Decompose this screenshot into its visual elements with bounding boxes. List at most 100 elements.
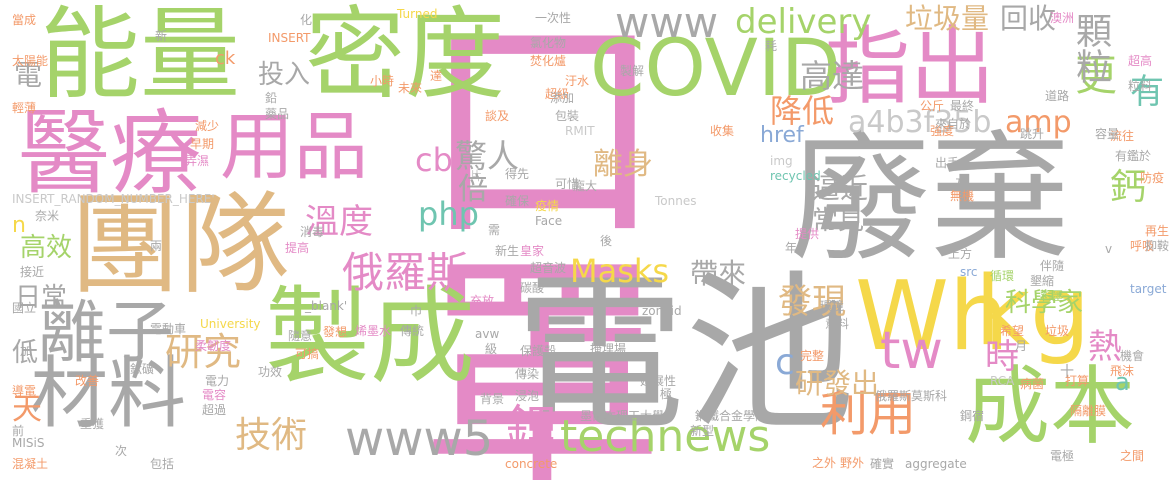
word-times-2: 倍 (458, 172, 488, 207)
word-www: www (615, 0, 719, 47)
word-term-83: 出手 (935, 156, 960, 170)
word-efficient: 高效 (20, 233, 73, 263)
word-term-20: 保護殼 (520, 344, 557, 358)
word-term-40: 環境 (820, 299, 845, 313)
word-term-57: 弄濕 (185, 154, 210, 168)
word-term-27: 混凝土 (12, 457, 49, 471)
word-research: 研究 (165, 330, 242, 374)
word-term-120: 後 (600, 234, 613, 248)
word-term-72: 鈦礦 (130, 362, 155, 376)
word-term-59: 接近 (20, 265, 45, 279)
word-term-99: 消毒 (300, 225, 325, 239)
word-term-93: 談及 (485, 109, 510, 123)
word-when: 時 (985, 337, 1019, 377)
word-term-43: 循環 (990, 269, 1015, 283)
word-term-29: 之間 (1120, 449, 1145, 463)
word-term-88: 提供 (795, 227, 820, 241)
word-img: img (770, 154, 793, 168)
word-term-65: 電容 (202, 388, 227, 402)
word-term-15: 新生 (495, 244, 520, 258)
word-recycled: recycled (770, 169, 821, 183)
word-covid: COVID (590, 24, 841, 114)
word-term-92: 可惜 (555, 177, 580, 191)
word-term-44: 再生 (1145, 224, 1170, 238)
word-term-18: 皇家 (520, 244, 545, 258)
word-term-32: 鋼宿 (960, 409, 985, 423)
word-term-50: 容量 (1095, 127, 1120, 141)
word-day: 天 (12, 392, 42, 427)
word-term-55: 減少 (195, 119, 220, 133)
word-term-116: 十 (1060, 364, 1074, 380)
word-term-67: 柔韌度 (195, 339, 232, 353)
word-term-97: 達 (430, 69, 443, 83)
word-term-101: 無機 (950, 189, 975, 203)
word-wh: Wh (855, 262, 1010, 372)
word-term-3: 粒料 (1128, 79, 1153, 93)
word-term-104: 垃圾 (1045, 324, 1070, 338)
word-zoneid: zoneid (642, 304, 682, 318)
word-term-80: 充放 (470, 294, 495, 308)
word-masks: Masks (570, 252, 670, 290)
word-tonnes: Tonnes (655, 194, 697, 208)
word-term-31: 俄羅斯莫斯科 (875, 389, 948, 403)
word-ion: 離子 (38, 294, 175, 373)
word-term-91: 龐大 (573, 179, 598, 193)
word-scientists: 科學家 (1005, 288, 1084, 318)
word-term-60: 國立 (12, 301, 37, 315)
word-term-41: 石墨 (1040, 289, 1065, 303)
word-recycle: 回收 (1000, 2, 1057, 35)
word-www5: www5 (345, 411, 494, 467)
word-battery: 電池 (515, 256, 856, 454)
word-term-54: 藥品 (265, 107, 290, 121)
word-medical: 醫療 (18, 100, 203, 207)
word-term-102: 伴隨 (1040, 259, 1065, 273)
word-src: src (960, 265, 978, 279)
word-term-30: 確實 (870, 457, 895, 471)
word-term-78: 烯墨水 (355, 324, 392, 338)
word-term-47: 防疫 (1140, 171, 1165, 185)
word-term-90: 確保 (505, 194, 530, 208)
word-team: 團隊 (70, 181, 290, 309)
word-bring: 帶來 (690, 257, 747, 290)
word-term-105: 野外 (840, 456, 865, 470)
word-tw: tw (880, 321, 943, 381)
word-href: href (760, 123, 804, 148)
word-term-81: 背景 (480, 392, 505, 406)
word-term-56: 早期 (190, 137, 215, 151)
word-amazing: 驚人 (455, 137, 520, 175)
word-term-77: 發想 (323, 325, 348, 339)
word-a4b3f35b: a4b3f35b (848, 105, 992, 140)
word-turned: Turned (397, 7, 438, 21)
word-php: php (418, 195, 479, 233)
word-term-89: 得先 (505, 167, 530, 181)
word-heat: 熱 (1088, 327, 1122, 367)
word-v: v (1105, 242, 1113, 256)
word-term-4: 澳洲 (1050, 11, 1075, 25)
word-term-13: 包裝 (555, 109, 580, 123)
word-term-42: 希望 (1000, 324, 1025, 338)
word-term-107: 年 (785, 241, 798, 255)
word-insert: INSERT (268, 31, 311, 45)
word-term-53: 輕薄 (12, 101, 37, 115)
word-electric: 電 (10, 60, 43, 88)
word-term-12: 超級 (545, 87, 570, 101)
word-term-70: 包括 (150, 457, 175, 471)
word-term-110: 月 (1015, 339, 1028, 353)
word-term-86: 最終 (950, 99, 975, 113)
word-term-51: 跳升 (1020, 127, 1045, 141)
word-term-106: 之外 (812, 456, 837, 470)
word-density: 密度 (305, 0, 505, 113)
word-term-14: 收集 (710, 124, 735, 138)
word-term-16: 疫情 (535, 199, 560, 213)
word-daily: 日常 (15, 283, 68, 313)
word-term-112: 級 (485, 342, 498, 356)
word-term-2: 超高 (1128, 54, 1153, 68)
word-term-28: 電極 (1050, 449, 1075, 463)
word-term-115: 互 (955, 177, 968, 191)
word-term-37: 病菌 (1020, 377, 1045, 391)
word-target: target (1130, 282, 1167, 296)
word-term-25: 鋼鐵合金學院 (695, 409, 768, 423)
word-waste: 廢棄 (790, 118, 1071, 281)
word-term-35: 機會 (1120, 349, 1145, 363)
word-misis: MISiS (12, 436, 45, 450)
